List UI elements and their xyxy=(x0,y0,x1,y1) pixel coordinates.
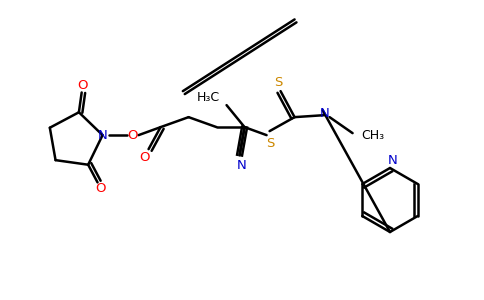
Text: N: N xyxy=(320,106,330,120)
Text: O: O xyxy=(95,182,106,195)
Text: N: N xyxy=(98,129,107,142)
Text: CH₃: CH₃ xyxy=(361,129,384,142)
Text: O: O xyxy=(77,79,88,92)
Text: N: N xyxy=(237,159,246,172)
Text: H₃C: H₃C xyxy=(197,91,220,103)
Text: O: O xyxy=(127,129,138,142)
Text: N: N xyxy=(388,154,398,166)
Text: O: O xyxy=(139,151,150,164)
Text: S: S xyxy=(274,76,283,88)
Text: S: S xyxy=(266,136,275,150)
